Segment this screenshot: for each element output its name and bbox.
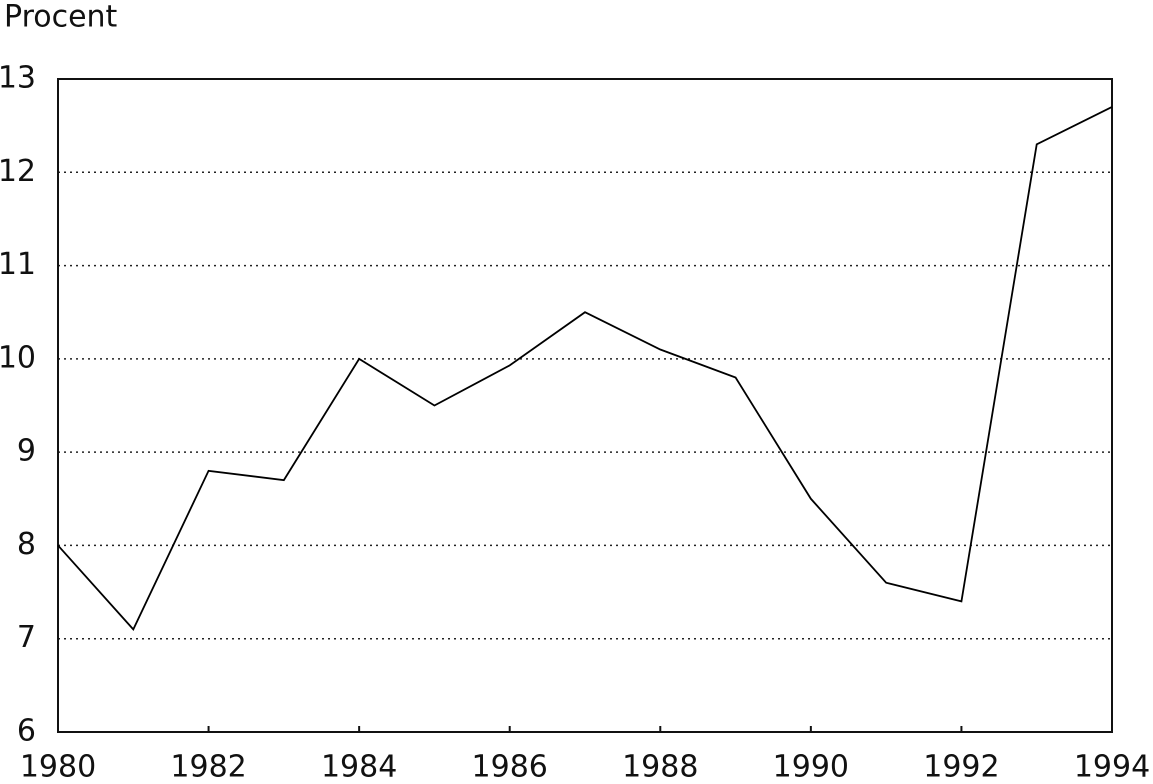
y-tick-label: 8 bbox=[17, 527, 36, 562]
x-tick-label: 1988 bbox=[622, 750, 698, 784]
x-tick-label: 1982 bbox=[170, 750, 246, 784]
x-tick-label: 1986 bbox=[472, 750, 548, 784]
y-tick-label: 6 bbox=[17, 714, 36, 749]
x-tick-label: 1994 bbox=[1074, 750, 1150, 784]
y-tick-label: 7 bbox=[17, 620, 36, 655]
y-tick-label: 9 bbox=[17, 434, 36, 469]
plot-frame bbox=[57, 78, 1113, 733]
y-tick-label: 12 bbox=[0, 154, 36, 189]
y-tick-label: 13 bbox=[0, 61, 36, 96]
x-tick-label: 1984 bbox=[321, 750, 397, 784]
data-line bbox=[57, 106, 1113, 631]
x-tick-label: 1980 bbox=[20, 750, 96, 784]
y-tick-label: 10 bbox=[0, 340, 36, 375]
y-axis-label: Procent bbox=[4, 0, 118, 35]
x-tick-label: 1992 bbox=[923, 750, 999, 784]
y-tick-label: 11 bbox=[0, 247, 36, 282]
x-tick-label: 1990 bbox=[773, 750, 849, 784]
